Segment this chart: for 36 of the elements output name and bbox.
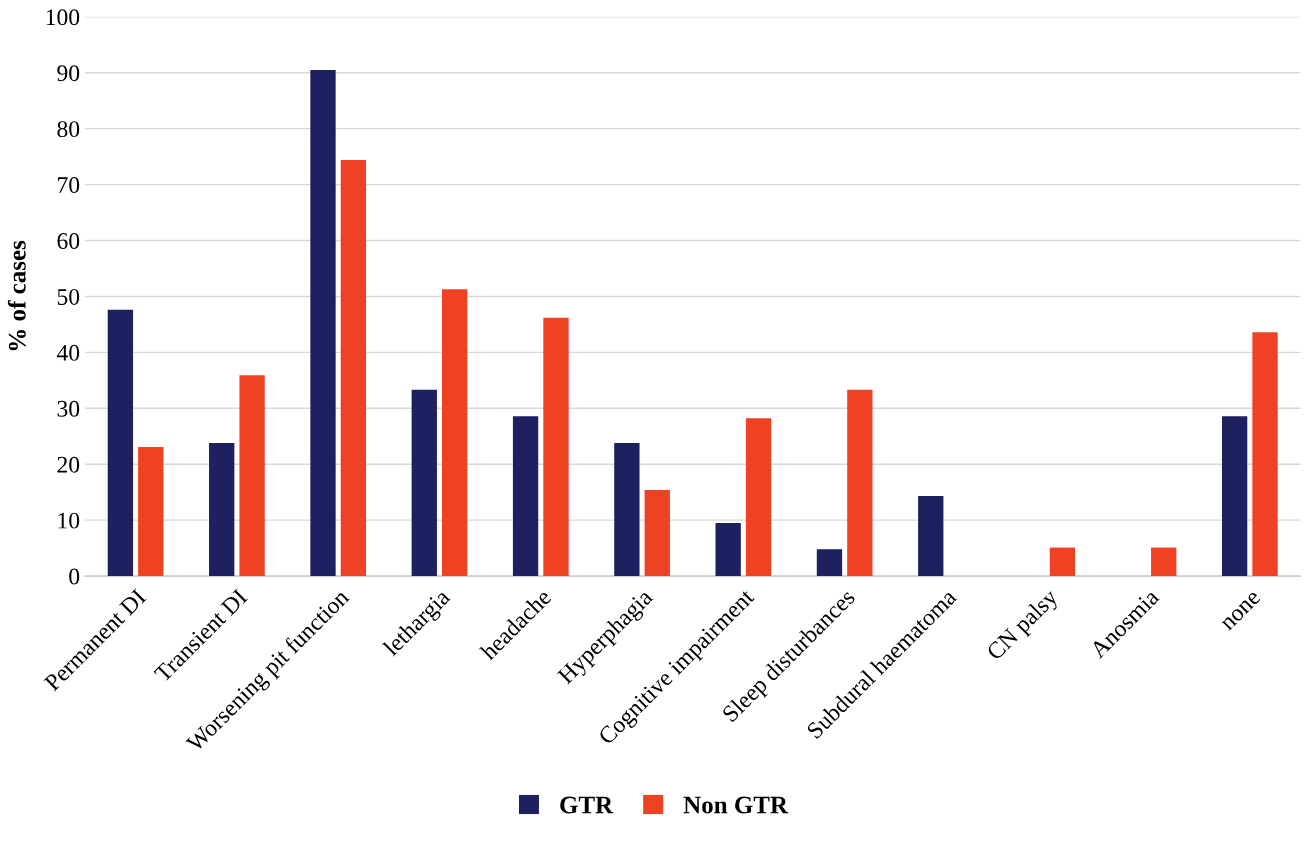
- y-tick-label: 10: [58, 512, 80, 529]
- x-tick-label: none: [1221, 591, 1261, 632]
- y-tick-label: 0: [69, 568, 80, 585]
- bar: [543, 317, 569, 577]
- y-tick-label: 40: [56, 344, 80, 361]
- bar: [918, 496, 944, 577]
- bar: [715, 522, 741, 577]
- y-tick-label: 60: [57, 233, 80, 249]
- legend-label: Non GTR: [683, 796, 789, 814]
- bar: [816, 549, 843, 577]
- bar: [745, 418, 772, 577]
- bar: [310, 69, 336, 577]
- legend-label: GTR: [560, 796, 614, 814]
- bar: [239, 375, 265, 577]
- bar: [1221, 416, 1248, 577]
- bar: [209, 442, 235, 577]
- y-tick-label: 90: [57, 65, 80, 82]
- bar: [340, 159, 367, 577]
- y-tick-label: 70: [58, 177, 80, 194]
- bar: [107, 309, 134, 577]
- y-tick-label: 20: [57, 456, 80, 473]
- y-tick-label: 100: [46, 9, 80, 26]
- bar: [411, 389, 437, 577]
- bar: [1252, 332, 1278, 577]
- y-tick-label: 80: [57, 121, 80, 138]
- bar: [442, 289, 468, 577]
- y-axis-title: % of cases: [7, 240, 26, 351]
- bar: [138, 446, 164, 577]
- bar: [1151, 547, 1177, 577]
- bar: [1049, 547, 1076, 577]
- bar: [614, 442, 640, 577]
- y-tick-label: 50: [57, 288, 80, 305]
- bar: [847, 389, 873, 577]
- bar: [644, 489, 670, 577]
- y-tick-label: 30: [57, 400, 80, 417]
- bar: [512, 416, 539, 577]
